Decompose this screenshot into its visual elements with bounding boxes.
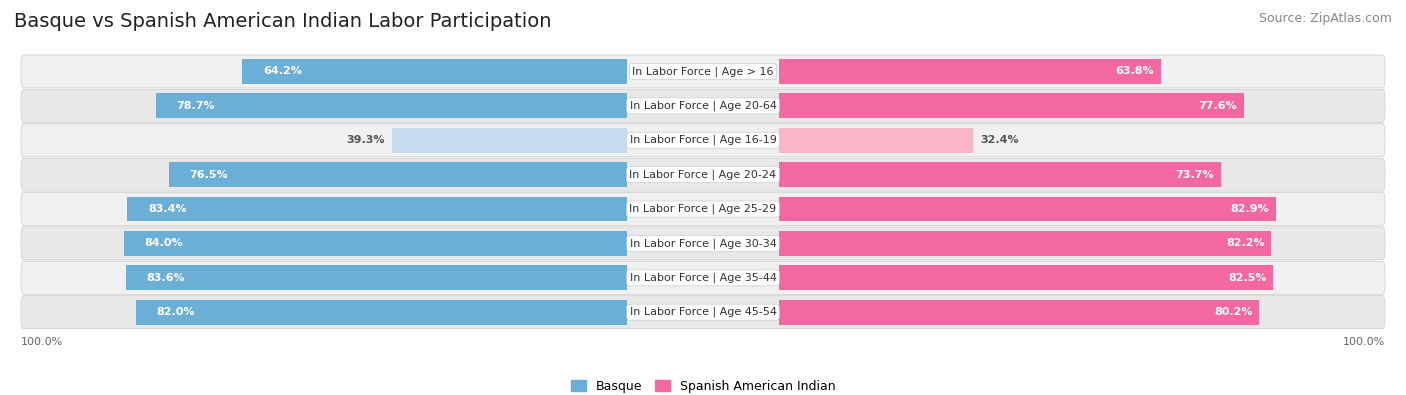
Text: 64.2%: 64.2%: [263, 66, 302, 77]
Bar: [156, 94, 627, 118]
FancyBboxPatch shape: [21, 55, 1385, 88]
Text: In Labor Force | Age 16-19: In Labor Force | Age 16-19: [630, 135, 776, 145]
Bar: [127, 265, 627, 290]
Text: 83.4%: 83.4%: [148, 204, 187, 214]
Bar: [136, 300, 627, 325]
Text: In Labor Force | Age 20-64: In Labor Force | Age 20-64: [630, 101, 776, 111]
FancyBboxPatch shape: [21, 192, 1385, 226]
Bar: [779, 128, 973, 152]
Text: In Labor Force | Age 30-34: In Labor Force | Age 30-34: [630, 238, 776, 249]
FancyBboxPatch shape: [21, 124, 1385, 157]
Text: 100.0%: 100.0%: [21, 337, 63, 347]
FancyBboxPatch shape: [21, 158, 1385, 191]
Text: 32.4%: 32.4%: [980, 135, 1018, 145]
Legend: Basque, Spanish American Indian: Basque, Spanish American Indian: [565, 375, 841, 395]
Text: 77.6%: 77.6%: [1198, 101, 1237, 111]
Bar: [124, 231, 627, 256]
Bar: [242, 59, 627, 84]
Text: 63.8%: 63.8%: [1116, 66, 1154, 77]
FancyBboxPatch shape: [21, 296, 1385, 329]
Text: 82.2%: 82.2%: [1226, 239, 1264, 248]
Bar: [392, 128, 627, 152]
Bar: [779, 231, 1271, 256]
Bar: [169, 162, 627, 187]
Text: In Labor Force | Age 20-24: In Labor Force | Age 20-24: [630, 169, 776, 180]
FancyBboxPatch shape: [21, 89, 1385, 122]
Text: 39.3%: 39.3%: [346, 135, 385, 145]
Text: 82.0%: 82.0%: [156, 307, 195, 317]
Bar: [779, 59, 1161, 84]
Text: 83.6%: 83.6%: [146, 273, 186, 283]
Text: 84.0%: 84.0%: [145, 239, 183, 248]
Text: 82.9%: 82.9%: [1230, 204, 1268, 214]
Bar: [779, 300, 1260, 325]
Bar: [779, 162, 1220, 187]
Bar: [779, 265, 1274, 290]
Text: 73.7%: 73.7%: [1175, 169, 1213, 180]
Text: 82.5%: 82.5%: [1227, 273, 1267, 283]
Bar: [779, 94, 1244, 118]
Text: In Labor Force | Age 35-44: In Labor Force | Age 35-44: [630, 273, 776, 283]
Text: In Labor Force | Age > 16: In Labor Force | Age > 16: [633, 66, 773, 77]
Bar: [128, 197, 627, 222]
Text: 80.2%: 80.2%: [1215, 307, 1253, 317]
Text: 100.0%: 100.0%: [1343, 337, 1385, 347]
Text: Source: ZipAtlas.com: Source: ZipAtlas.com: [1258, 12, 1392, 25]
FancyBboxPatch shape: [21, 227, 1385, 260]
Bar: [779, 197, 1275, 222]
FancyBboxPatch shape: [21, 261, 1385, 294]
Text: Basque vs Spanish American Indian Labor Participation: Basque vs Spanish American Indian Labor …: [14, 12, 551, 31]
Text: In Labor Force | Age 25-29: In Labor Force | Age 25-29: [630, 204, 776, 214]
Text: 78.7%: 78.7%: [176, 101, 215, 111]
Text: In Labor Force | Age 45-54: In Labor Force | Age 45-54: [630, 307, 776, 318]
Text: 76.5%: 76.5%: [190, 169, 228, 180]
